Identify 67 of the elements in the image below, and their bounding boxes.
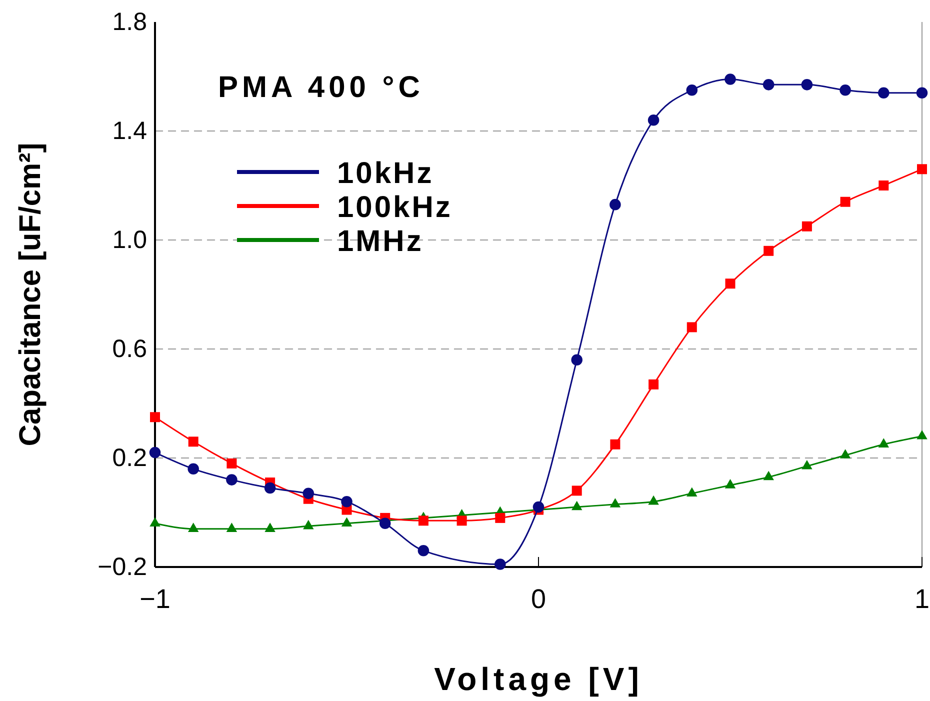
- point: [686, 322, 697, 332]
- point: [917, 164, 927, 174]
- point: [801, 79, 813, 90]
- point: [610, 498, 621, 508]
- point: [303, 520, 314, 530]
- point: [226, 474, 238, 486]
- point: [840, 84, 851, 96]
- point: [226, 522, 238, 532]
- y-tick-label: 1.8: [112, 8, 147, 36]
- point: [379, 518, 391, 530]
- point: [150, 517, 160, 526]
- y-axis-title: Capacitance [uF/cm²]: [14, 142, 47, 446]
- x-tick-label: 1: [914, 584, 930, 614]
- point: [648, 379, 659, 390]
- point: [226, 458, 237, 468]
- point: [840, 196, 850, 207]
- y-tick-label: 0.6: [112, 335, 147, 363]
- point: [802, 460, 812, 470]
- point: [149, 446, 161, 458]
- point: [418, 516, 428, 526]
- legend-label: 10kHz: [337, 157, 434, 190]
- point: [495, 512, 506, 523]
- point: [341, 517, 352, 526]
- point: [188, 463, 199, 475]
- point: [302, 488, 314, 500]
- x-tick-label: −1: [140, 584, 170, 614]
- point: [150, 412, 160, 422]
- point: [764, 246, 774, 256]
- y-tick-label: 1.4: [112, 117, 148, 145]
- legend-label: 100kHz: [337, 191, 452, 224]
- point: [840, 449, 851, 458]
- x-axis-title: Voltage [V]: [434, 661, 643, 697]
- point: [494, 558, 506, 570]
- point: [572, 486, 582, 496]
- point: [763, 470, 774, 480]
- point: [686, 84, 698, 96]
- point: [418, 545, 430, 556]
- point: [878, 87, 890, 98]
- point: [188, 436, 198, 447]
- point: [916, 430, 928, 440]
- point: [571, 354, 582, 366]
- y-tick-label: 0.2: [112, 444, 147, 472]
- point: [686, 487, 698, 497]
- point: [571, 500, 582, 510]
- x-tick-label: 0: [530, 584, 546, 614]
- point: [724, 74, 736, 85]
- point: [610, 439, 620, 450]
- point: [532, 501, 544, 513]
- y-tick-label: 1.0: [112, 226, 147, 254]
- point: [456, 516, 467, 526]
- point: [725, 278, 736, 289]
- legend-label: 1MHz: [337, 225, 424, 258]
- point: [188, 522, 199, 532]
- point: [802, 221, 812, 232]
- point: [916, 87, 928, 98]
- point: [648, 114, 660, 126]
- y-tick-label: −0.2: [98, 553, 147, 581]
- annotation: PMA 400 °C: [218, 71, 424, 104]
- point: [648, 495, 659, 505]
- point: [878, 438, 890, 448]
- point: [610, 198, 621, 210]
- point: [264, 522, 276, 532]
- point: [341, 496, 352, 508]
- point: [878, 180, 889, 190]
- point: [264, 482, 276, 494]
- point: [762, 79, 774, 90]
- point: [724, 479, 736, 488]
